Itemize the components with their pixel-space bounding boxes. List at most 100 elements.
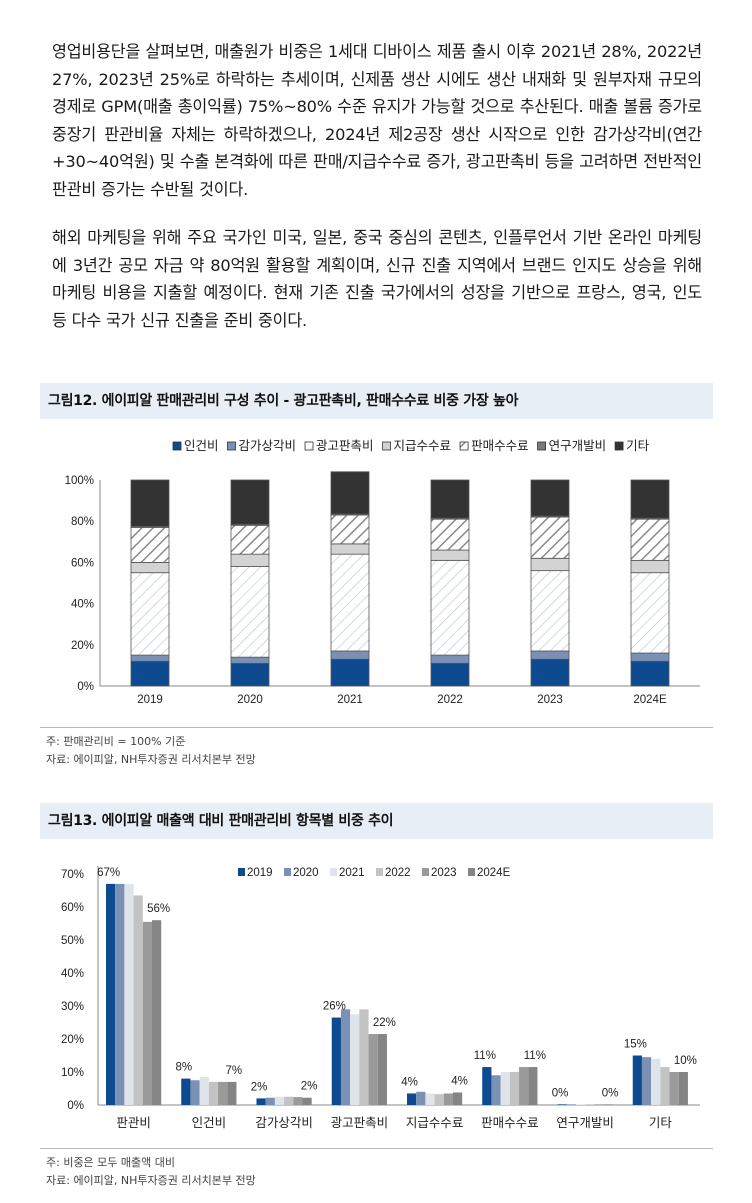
figure13-divider [40, 1148, 713, 1149]
bar-지급수수료-2021 [425, 1093, 435, 1105]
bar-2021-1 [330, 650, 370, 660]
x-tick-label-2: 감가상각비 [255, 1116, 313, 1130]
bar-지급수수료-2020 [416, 1091, 426, 1105]
stacked-bar-chart: 인건비 감가상각비 광고판촉비 지급수수료 판매수수료 연구개발비 기타 0% 20% 40% 6… [65, 439, 700, 706]
legend-swatch-4 [459, 441, 469, 451]
data-label-4-first: 4% [401, 1076, 418, 1088]
x-tick-label-6: 연구개발비 [556, 1116, 614, 1130]
legend-item-4: 2023 [422, 867, 457, 879]
legend-item-2: 2021 [330, 867, 365, 879]
bar-2019-1 [130, 654, 170, 662]
bar-기타-2020 [641, 1057, 652, 1105]
legend-swatch-2 [304, 441, 314, 451]
data-label-3-last: 22% [373, 1017, 396, 1029]
data-label-5-first: 11% [474, 1050, 496, 1062]
legend-label-2: 광고판촉비 [316, 439, 374, 453]
bar-기타-2022 [660, 1067, 670, 1105]
legend-label-2: 2021 [339, 867, 365, 879]
legend-swatch-3 [376, 868, 383, 876]
figure13-note: 주: 비중은 모두 매출액 대비 [46, 1156, 176, 1169]
data-label-2-last: 2% [301, 1081, 318, 1093]
legend-label-0: 2019 [247, 867, 273, 879]
bar-판관비-2022 [133, 895, 143, 1105]
legend-item-5: 2024E [468, 867, 511, 879]
y-tick-label-5: 50% [61, 935, 84, 947]
bar-2019-3 [130, 561, 170, 574]
legend-label-3: 지급수수료 [394, 439, 452, 453]
y-tick-label-4: 80% [71, 516, 94, 528]
legend-swatch-0 [172, 441, 182, 451]
bar-연구개발비-2019 [557, 1104, 567, 1105]
x-tick-label-0: 판관비 [116, 1116, 151, 1130]
legend-item-2: 광고판촉비 [304, 439, 374, 453]
bar-기타-2024E [678, 1072, 688, 1105]
figure13-source: 자료: 에이피알, NH투자증권 리서치본부 전망 [46, 1174, 256, 1187]
bar-인건비-2021 [199, 1076, 209, 1105]
legend-label-5: 연구개발비 [549, 439, 607, 453]
data-label-6-last: 0% [602, 1087, 619, 1099]
bar-연구개발비-2022 [585, 1104, 595, 1105]
legend-item-1: 2020 [284, 867, 319, 879]
bar-2022-1 [430, 654, 470, 664]
bar-2024E-4 [630, 518, 670, 561]
bar-2022-4 [430, 518, 470, 551]
bar-2024E-3 [630, 559, 670, 574]
legend-swatch-6 [614, 441, 624, 451]
y-tick-label-4: 40% [61, 968, 84, 980]
bar-판관비-2021 [124, 883, 134, 1105]
bar-감가상각비-2022 [284, 1096, 294, 1105]
bar-기타-2023 [669, 1072, 679, 1105]
legend-label-1: 2020 [293, 867, 319, 879]
legend-label-4: 2023 [431, 867, 457, 879]
y-tick-label-3: 60% [71, 557, 94, 569]
legend-label-1: 감가상각비 [239, 439, 297, 453]
y-tick-label-1: 10% [61, 1067, 84, 1079]
data-label-7-first: 15% [624, 1039, 647, 1051]
bar-인건비-2022 [208, 1081, 219, 1105]
data-label-6-first: 0% [552, 1087, 569, 1099]
bar-기타-2021 [651, 1058, 661, 1105]
x-tick-label-5: 판매수수료 [481, 1116, 539, 1130]
bar-인건비-2020 [190, 1080, 200, 1105]
bar-광고판촉비-2022 [359, 1009, 369, 1105]
bar-2023-3 [530, 557, 570, 572]
bar-2020-1 [230, 656, 270, 664]
legend-swatch-3 [382, 441, 391, 451]
figure12-note: 주: 판매관리비 = 100% 기준 [46, 735, 186, 748]
bar-광고판촉비-2023 [368, 1034, 378, 1105]
data-label-5-last: 11% [524, 1050, 546, 1062]
data-label-7-last: 10% [674, 1055, 697, 1067]
bar-감가상각비-2020 [265, 1097, 275, 1105]
bar-감가상각비-2023 [293, 1097, 303, 1105]
data-label-0-last: 56% [147, 903, 170, 915]
bar-판관비-2023 [142, 921, 152, 1105]
data-label-2-first: 2% [251, 1081, 268, 1093]
bar-2023-0 [530, 658, 570, 687]
bar-판매수수료-2023 [519, 1067, 529, 1105]
bar-2024E-1 [630, 652, 670, 662]
x-tick-label-0: 2019 [137, 694, 163, 706]
data-label-4-last: 4% [451, 1075, 468, 1087]
bar-2019-6 [130, 479, 170, 527]
legend-item-3: 지급수수료 [382, 439, 452, 453]
bar-2022-6 [430, 479, 470, 519]
y-tick-label-2: 40% [71, 599, 94, 611]
bar-2023-2 [530, 570, 570, 652]
bar-판관비-2020 [115, 883, 125, 1105]
y-tick-label-0: 0% [77, 681, 94, 693]
bar-2023-6 [530, 479, 570, 517]
bar-2020-4 [230, 524, 270, 555]
y-tick-label-3: 30% [61, 1001, 84, 1013]
bar-2021-3 [330, 543, 370, 555]
bar-광고판촉비-2024E [377, 1034, 387, 1105]
legend-label-0: 인건비 [184, 439, 219, 453]
bar-2022-2 [430, 559, 470, 656]
bar-지급수수료-2024E [453, 1092, 463, 1105]
legend-label-6: 기타 [626, 439, 650, 453]
bar-판매수수료-2020 [491, 1075, 501, 1105]
legend-item-5: 연구개발비 [537, 439, 607, 453]
y-tick-label-1: 20% [71, 640, 94, 652]
bar-2023-1 [530, 650, 570, 660]
bar-광고판촉비-2019 [331, 1017, 341, 1105]
bar-2024E-6 [630, 479, 670, 519]
